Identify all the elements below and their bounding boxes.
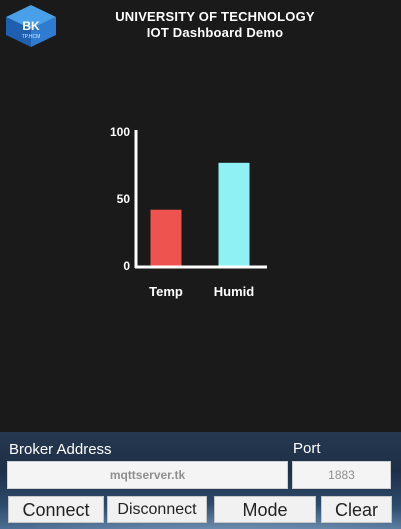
header: BK TP.HCM UNIVERSITY OF TECHNOLOGY IOT D…	[0, 0, 401, 50]
bar-humid	[218, 162, 250, 266]
bar-chart: 0 50 100 Temp Humid	[100, 120, 280, 310]
port-input[interactable]: 1883	[292, 461, 391, 489]
mode-button[interactable]: Mode	[214, 496, 316, 523]
title-dashboard: IOT Dashboard Demo	[146, 25, 284, 40]
bar-temp	[150, 209, 182, 266]
port-label: Port	[293, 440, 321, 457]
disconnect-button[interactable]: Disconnect	[107, 496, 207, 523]
logo-subtext: TP.HCM	[22, 34, 41, 40]
connect-button[interactable]: Connect	[8, 496, 104, 523]
clear-button[interactable]: Clear	[321, 496, 392, 523]
chart-svg: 0 50 100 Temp Humid	[110, 125, 267, 299]
connection-panel: Broker Address Port mqttserver.tk 1883 C…	[0, 432, 401, 529]
broker-address-label: Broker Address	[9, 441, 112, 458]
x-category-label: Humid	[214, 284, 255, 299]
logo-text: BK	[22, 19, 40, 33]
y-tick-label: 100	[110, 125, 130, 139]
university-logo: BK TP.HCM	[6, 5, 56, 47]
title-university: UNIVERSITY OF TECHNOLOGY	[115, 9, 315, 24]
broker-address-input[interactable]: mqttserver.tk	[7, 461, 288, 489]
x-category-label: Temp	[149, 284, 183, 299]
y-tick-label: 50	[117, 192, 131, 206]
y-tick-label: 0	[123, 259, 130, 273]
